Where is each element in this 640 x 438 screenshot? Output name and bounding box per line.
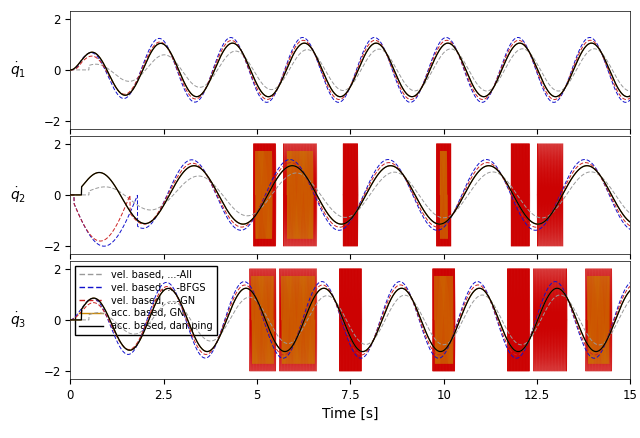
Y-axis label: $\dot{q}_2$: $\dot{q}_2$: [10, 185, 26, 205]
Legend: vel. based, ...-AII, vel. based, ...-BFGS, vel. based, ...-GN, acc. based, GN, a: vel. based, ...-AII, vel. based, ...-BFG…: [76, 266, 217, 335]
Y-axis label: $\dot{q}_3$: $\dot{q}_3$: [10, 310, 26, 330]
Y-axis label: $\dot{q}_1$: $\dot{q}_1$: [10, 60, 26, 80]
X-axis label: Time [s]: Time [s]: [322, 407, 379, 421]
